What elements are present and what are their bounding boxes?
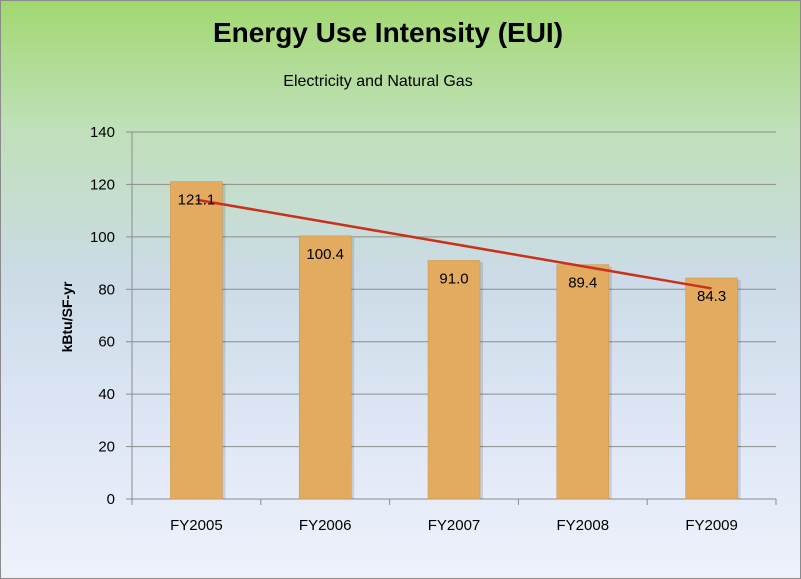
bar (685, 277, 738, 500)
bar (298, 235, 352, 500)
x-tick-label: FY2005 (170, 517, 223, 534)
x-tick-label: FY2008 (557, 517, 610, 534)
data-label: 121.1 (178, 192, 216, 209)
trendline (196, 198, 712, 290)
bar (427, 260, 481, 500)
y-tick-label: 80 (98, 281, 115, 298)
x-tick-label: FY2009 (685, 517, 738, 534)
y-tick-label: 0 (107, 491, 115, 508)
chart-title: Energy Use Intensity (EUI) (212, 17, 564, 48)
y-tick-label: 60 (98, 334, 115, 351)
y-tick-label: 140 (90, 124, 115, 141)
x-tick-label: FY2007 (428, 517, 481, 534)
bar (556, 264, 610, 500)
data-label: 100.4 (306, 246, 344, 263)
y-tick-label: 20 (98, 439, 115, 456)
chart-subtitle: Electricity and Natural Gas (283, 73, 473, 90)
y-tick-label: 100 (90, 229, 115, 246)
data-label: 91.0 (439, 270, 468, 287)
y-tick-label: 120 (90, 176, 115, 193)
data-label: 89.4 (568, 275, 597, 292)
bar (170, 181, 223, 500)
data-label: 84.3 (697, 288, 726, 305)
y-tick-label: 40 (98, 386, 115, 403)
x-tick-label: FY2006 (299, 517, 352, 534)
